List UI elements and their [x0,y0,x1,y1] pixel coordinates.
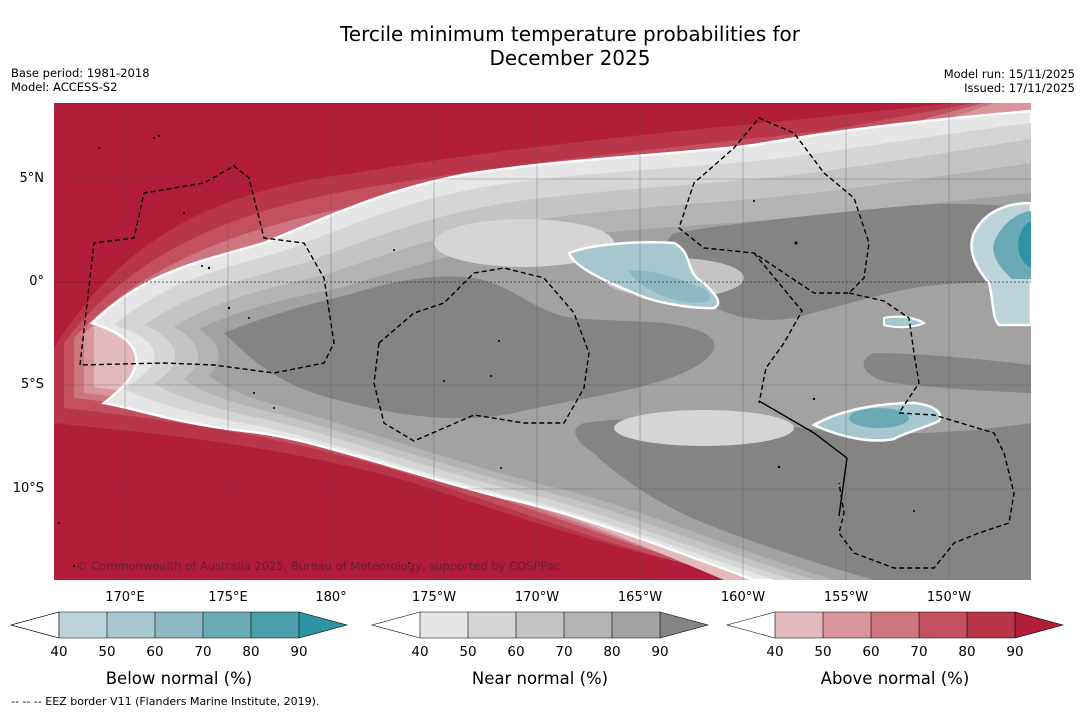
issued-date: Issued: 17/11/2025 [964,81,1075,95]
lon-label-175e: 175°E [208,590,248,605]
colorbar-near [370,611,710,639]
colorbar-near-swatch-1 [420,612,468,638]
below-normal-patch-small [883,315,927,329]
colorbar-near-tick-60: 60 [507,644,525,660]
colorbar-near-swatch-2 [468,612,516,638]
model-name: Model: ACCESS-S2 [11,80,118,94]
lat-label-10s: 10°S [12,481,44,496]
title-line-2: December 2025 [489,46,651,70]
below-normal-patch-equator-inner [629,270,710,303]
colorbar-near-swatch-3 [516,612,564,638]
below-normal-patch-south-inner [849,408,909,428]
eez-border-solid [758,400,848,517]
colorbar-below-swatch-3 [155,612,203,638]
colorbar-near-tick-90: 90 [651,644,669,660]
near-patch-east-mid [863,353,1031,393]
colorbar-near-title: Near normal (%) [471,669,609,688]
lon-label-155w: 155°W [823,590,869,605]
colorbar-below-swatch-1 [59,612,107,638]
colorbar-above-swatch-1 [775,612,823,638]
colorbar-above [725,611,1065,639]
lat-label-0: 0° [29,274,44,289]
probability-map [54,103,1031,580]
colorbar-near-tick-70: 70 [555,644,573,660]
colorbar-above-tick-40: 40 [766,644,784,660]
colorbar-above-upper-arrow [1015,612,1063,638]
meta-left: Base period: 1981-2018 Model: ACCESS-S2 [11,66,150,94]
colorbar-below-tick-50: 50 [98,644,116,660]
meta-right: Model run: 15/11/2025 Issued: 17/11/2025 [944,67,1075,95]
below-normal-patch-east-mid [993,211,1031,279]
colorbar-above-lower-arrow [727,612,775,638]
colorbar-below-swatch-5 [251,612,299,638]
colorbar-near-swatch-4 [564,612,612,638]
colorbar-above-swatch-3 [871,612,919,638]
colorbar-above-tick-60: 60 [862,644,880,660]
colorbar-above-tick-50: 50 [814,644,832,660]
lon-label-180: 180° [315,590,347,605]
lat-label-5n: 5°N [19,171,45,186]
colorbar-below-tick-90: 90 [290,644,308,660]
colorbar-near-tick-80: 80 [603,644,621,660]
lon-label-175w: 175°W [411,590,457,605]
lat-label-5s: 5°S [20,377,44,392]
lon-label-170w: 170°W [514,590,560,605]
eez-borders [79,117,1015,569]
near-light-patch-3 [614,410,794,446]
colorbar-below-lower-arrow [10,611,60,639]
near-patch-central [224,276,715,419]
islands [58,135,915,568]
colorbar-above-swatch-2 [823,612,871,638]
colorbar-above-tick-80: 80 [958,644,976,660]
copyright-notice: © Commonwealth of Australia 2025, Bureau… [76,559,561,573]
colorbar-near-tick-40: 40 [411,644,429,660]
colorbar-below-tick-60: 60 [146,644,164,660]
colorbars [9,611,1065,639]
colorbar-below-tick-80: 80 [242,644,260,660]
lon-label-150w: 150°W [926,590,972,605]
colorbar-below-swatch-2 [107,612,155,638]
graticule [54,103,1031,580]
lon-label-170e: 170°E [105,590,145,605]
eez-footnote: -- -- -- EEZ border V11 (Flanders Marine… [11,695,320,708]
colorbar-below-tick-70: 70 [194,644,212,660]
colorbar-below [9,611,349,639]
near-patch-southeast [575,418,1031,580]
colorbar-below-upper-arrow [299,612,347,638]
colorbar-above-tick-90: 90 [1006,644,1024,660]
colorbar-near-lower-arrow [372,612,420,638]
colorbar-above-swatch-4 [919,612,967,638]
colorbar-above-tick-70: 70 [910,644,928,660]
colorbar-near-tick-50: 50 [459,644,477,660]
lon-label-160w: 160°W [720,590,766,605]
map-title: Tercile minimum temperature probabilitie… [0,22,1085,70]
colorbar-near-swatch-5 [612,612,660,638]
colorbar-above-swatch-5 [967,612,1015,638]
model-run: Model run: 15/11/2025 [943,67,1075,81]
base-period: Base period: 1981-2018 [11,66,150,80]
colorbar-below-swatch-4 [203,612,251,638]
colorbar-below-title: Below normal (%) [105,669,253,688]
colorbar-near-upper-arrow [660,612,708,638]
below-normal-patch-east-core [1018,221,1031,268]
lon-label-165w: 165°W [617,590,663,605]
near-patch-east [665,203,1031,321]
title-line-1: Tercile minimum temperature probabilitie… [339,22,801,46]
colorbar-above-title: Above normal (%) [820,669,970,688]
colorbar-below-tick-40: 40 [50,644,68,660]
